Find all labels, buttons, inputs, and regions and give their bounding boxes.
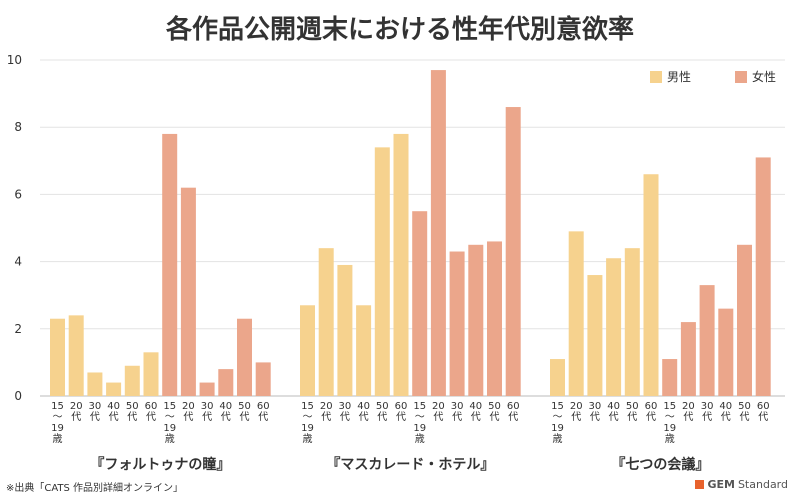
x-tick-label: 40 代 <box>219 401 232 423</box>
x-tick-label: 30 代 <box>339 401 352 423</box>
x-tick-label: 60 代 <box>757 401 770 423</box>
legend-label: 女性 <box>752 69 776 84</box>
bar-male <box>550 359 565 396</box>
legend-swatch <box>735 71 747 83</box>
x-tick-label: 40 代 <box>469 401 482 423</box>
legend-label: 男性 <box>667 70 691 84</box>
brand-suffix: Standard <box>737 478 788 491</box>
bar-female <box>218 369 234 396</box>
brand-name: GEM <box>707 478 735 491</box>
y-axis-ticks: 0 2 4 6 8 10 <box>7 53 22 403</box>
x-tick-label: 50 代 <box>376 401 389 423</box>
x-tick-label: 15 ～ 19 歳 <box>163 401 176 445</box>
bar-male <box>143 352 159 396</box>
x-axis-labels: 15 ～ 19 歳 20 代 30 代 40 代 50 代 60 代 15 ～ 19 歳 20 代 30 代 40 代 50 代 6… <box>51 401 769 445</box>
bar-female <box>737 244 752 396</box>
bar-male <box>87 372 103 396</box>
bar-female <box>162 133 178 397</box>
bar-female <box>699 285 715 396</box>
x-tick-label: 60 代 <box>507 401 520 423</box>
bar-female <box>180 187 196 396</box>
legend: 男性 女性 <box>650 69 776 84</box>
bar-male <box>568 231 584 396</box>
bar-female <box>505 107 521 396</box>
bar-male <box>337 264 353 396</box>
bar-male <box>300 305 315 396</box>
source-note: ※出典「CATS 作品別詳細オンライン」 <box>6 483 184 494</box>
x-tick-label: 40 代 <box>719 401 732 423</box>
bars <box>50 70 771 397</box>
x-tick-label: 30 代 <box>89 401 102 423</box>
group-label: 『マスカレード・ホテル』 <box>326 456 494 473</box>
legend-swatch <box>650 71 662 83</box>
y-tick-label: 2 <box>14 322 22 336</box>
chart-title: 各作品公開週末における性年代別意欲率 <box>165 14 634 45</box>
brand-mark-icon <box>695 480 705 489</box>
x-tick-label: 40 代 <box>357 401 370 423</box>
bar-male <box>68 315 84 396</box>
x-tick-label: 20 代 <box>682 401 695 423</box>
bar-female <box>662 359 678 396</box>
bar-male <box>374 147 390 396</box>
bar-male <box>393 133 409 397</box>
x-tick-label: 15 ～ 19 歳 <box>663 401 676 445</box>
bar-female <box>680 322 696 396</box>
bar-male <box>106 382 122 396</box>
bar-female <box>430 70 446 396</box>
group-labels: 『フォルトゥナの瞳』 『マスカレード・ホテル』 『七つの会議』 <box>90 456 709 473</box>
bar-male <box>50 318 65 396</box>
x-tick-label: 20 代 <box>320 401 333 423</box>
bar-female <box>449 251 465 396</box>
x-tick-label: 15 ～ 19 歳 <box>551 401 564 445</box>
x-tick-label: 20 代 <box>70 401 83 423</box>
x-tick-label: 20 代 <box>570 401 583 423</box>
y-tick-label: 0 <box>14 389 22 403</box>
bar-female <box>199 382 215 396</box>
bar-female <box>468 244 484 396</box>
bar-female <box>487 241 502 396</box>
x-tick-label: 40 代 <box>107 401 120 423</box>
x-tick-label: 50 代 <box>626 401 639 423</box>
x-tick-label: 30 代 <box>589 401 602 423</box>
x-tick-label: 60 代 <box>645 401 658 423</box>
bar-male <box>356 305 372 396</box>
x-tick-label: 15 ～ 19 歳 <box>301 401 314 445</box>
x-tick-label: 50 代 <box>488 401 501 423</box>
x-tick-label: 20 代 <box>432 401 445 423</box>
x-tick-label: 50 代 <box>738 401 751 423</box>
x-tick-label: 60 代 <box>395 401 408 423</box>
x-tick-label: 60 代 <box>257 401 270 423</box>
x-tick-label: 60 代 <box>145 401 158 423</box>
group-label: 『フォルトゥナの瞳』 <box>90 456 230 473</box>
x-tick-label: 50 代 <box>238 401 251 423</box>
bar-female <box>255 362 271 396</box>
bar-female <box>718 308 734 396</box>
bar-female <box>237 318 252 396</box>
x-tick-label: 30 代 <box>201 401 214 423</box>
y-tick-label: 10 <box>7 53 22 67</box>
brand-logo: GEM Standard <box>695 478 788 491</box>
bar-female <box>412 211 428 396</box>
bar-male <box>318 248 334 396</box>
x-tick-label: 30 代 <box>701 401 714 423</box>
bar-male <box>643 174 659 396</box>
x-tick-label: 50 代 <box>126 401 139 423</box>
x-tick-label: 15 ～ 19 歳 <box>413 401 426 445</box>
x-tick-label: 40 代 <box>607 401 620 423</box>
chart: 各作品公開週末における性年代別意欲率 0 2 4 6 8 10 15 ～ 19 歳 20 代 30 代 4… <box>7 14 785 473</box>
bar-female <box>755 157 771 396</box>
y-tick-label: 8 <box>14 120 22 134</box>
bar-male <box>624 248 640 396</box>
bar-male <box>606 258 622 396</box>
y-tick-label: 4 <box>14 255 22 269</box>
x-tick-label: 15 ～ 19 歳 <box>51 401 64 445</box>
bar-male <box>124 365 140 396</box>
bar-male <box>587 275 603 396</box>
group-label: 『七つの会議』 <box>611 456 709 473</box>
x-tick-label: 20 代 <box>182 401 195 423</box>
x-tick-label: 30 代 <box>451 401 464 423</box>
y-tick-label: 6 <box>14 187 22 201</box>
